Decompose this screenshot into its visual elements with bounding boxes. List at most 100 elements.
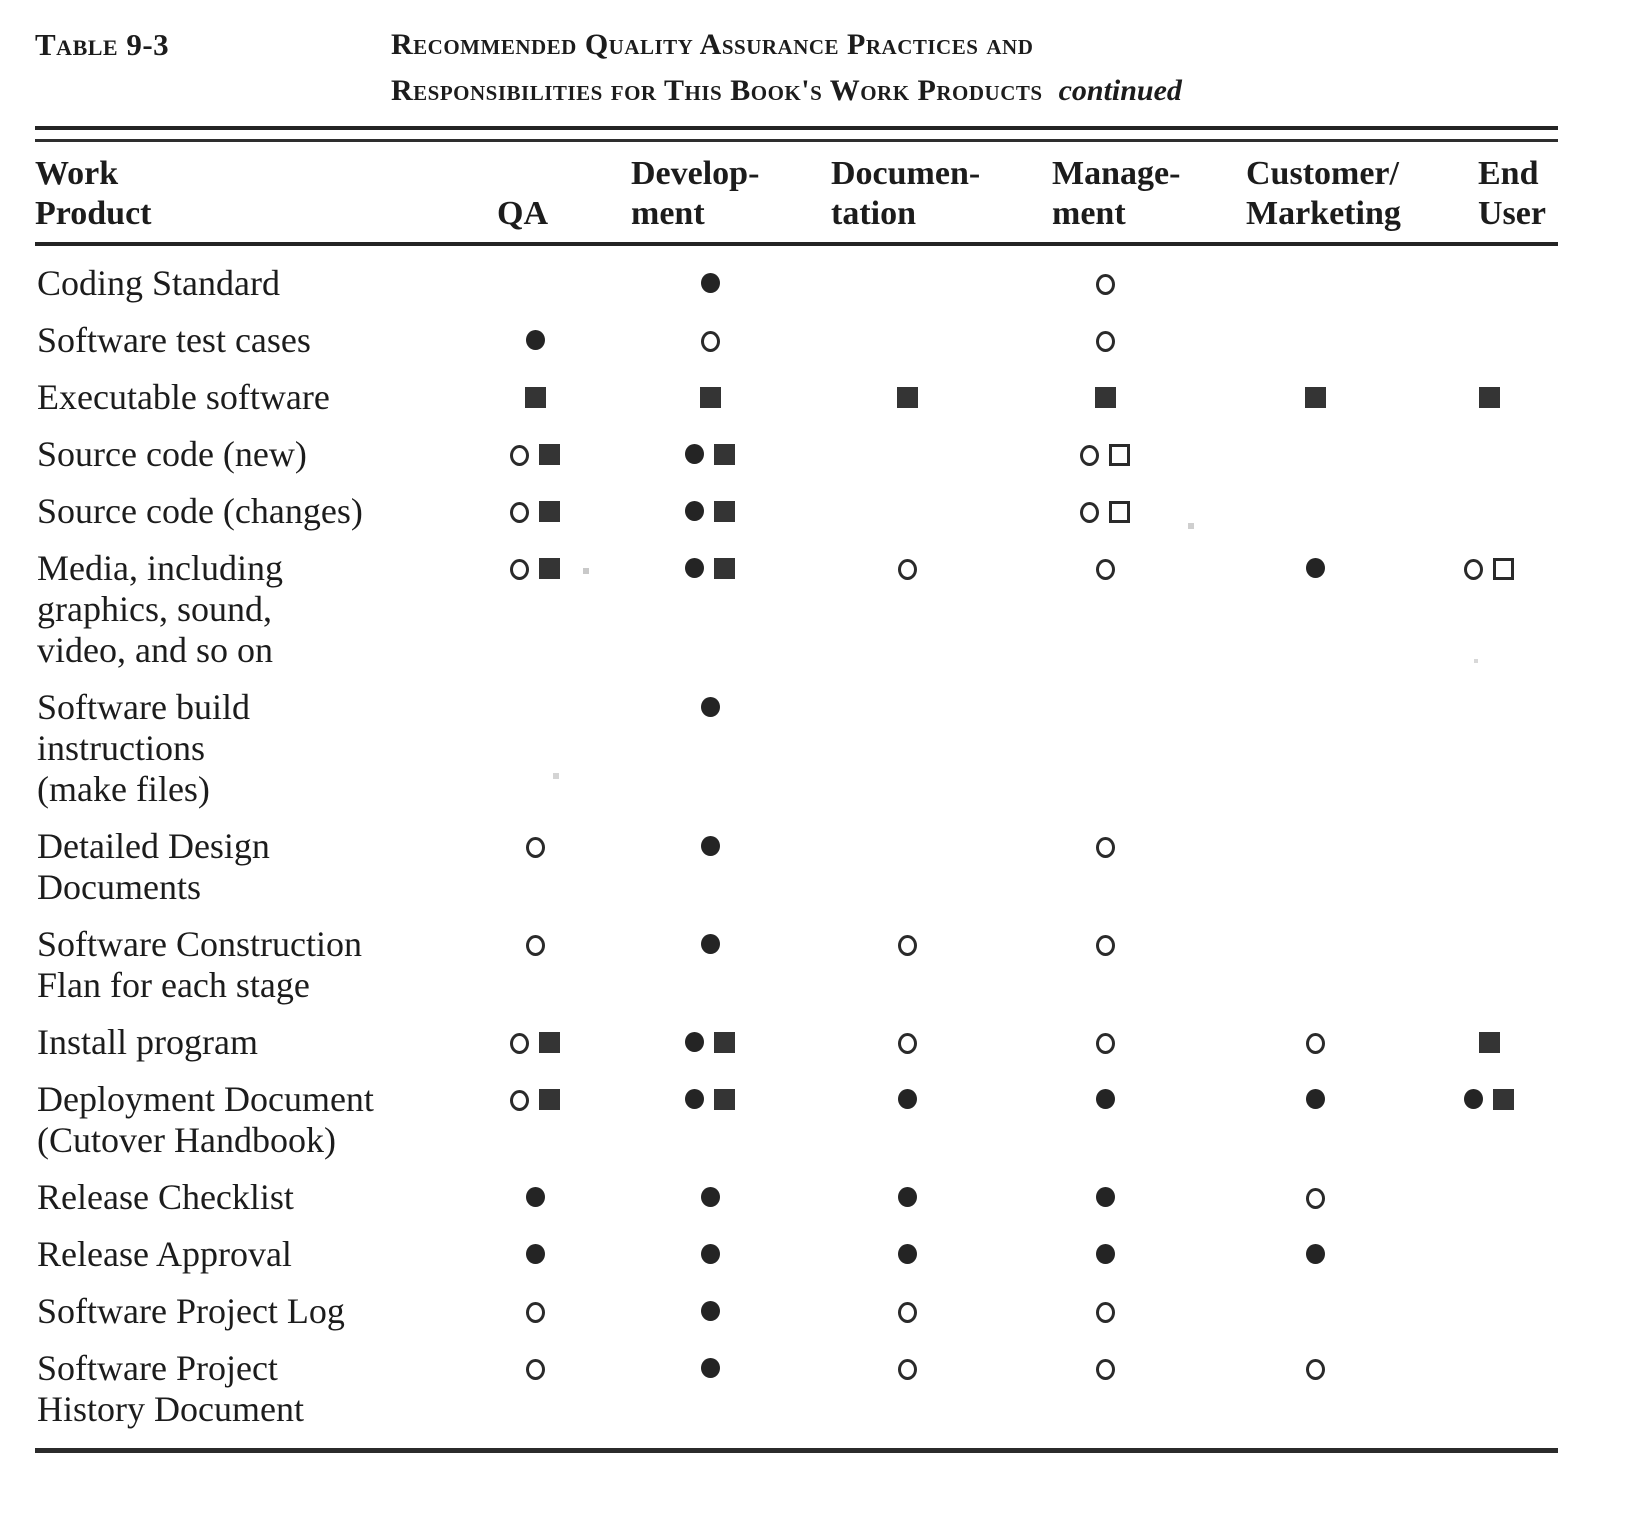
work-product-line: Deployment Document <box>37 1079 374 1119</box>
scanned-book-page: Table 9-3 Recommended Quality Assurance … <box>0 0 1558 1453</box>
table-row: Software Project History Document <box>35 1348 1558 1446</box>
open-circle-icon <box>510 445 529 466</box>
work-product-line: Source code (changes) <box>37 491 363 531</box>
cell-management <box>1000 1234 1210 1291</box>
cell-end-user <box>1420 1022 1558 1079</box>
column-header-development: Develop-ment <box>605 142 815 246</box>
cell-management <box>1000 377 1210 434</box>
open-circle-icon <box>525 837 545 858</box>
cell-management <box>1000 320 1210 377</box>
scan-noise <box>0 0 2 2</box>
open-circle-icon <box>510 1033 529 1054</box>
cell-customer-marketing <box>1210 1234 1420 1291</box>
open-circle-icon <box>510 1090 529 1111</box>
cell-development <box>605 1079 815 1177</box>
cell-qa <box>465 1022 605 1079</box>
open-circle-icon <box>1305 1359 1325 1380</box>
table-title-line-1: Recommended Quality Assurance Practices … <box>391 28 1034 61</box>
work-product-line: Software Construction <box>37 924 362 964</box>
header-line: Customer/ <box>1246 155 1399 192</box>
cell-development <box>605 491 815 548</box>
table-row: Release Approval <box>35 1234 1558 1291</box>
open-circle-icon <box>1095 1033 1115 1054</box>
cell-development <box>605 924 815 1022</box>
header-line: End <box>1478 155 1539 192</box>
cell-qa <box>465 1348 605 1446</box>
filled-circle-icon <box>525 330 545 350</box>
filled-circle-icon <box>685 444 704 464</box>
table-row: Executable software <box>35 377 1558 434</box>
filled-circle-icon <box>700 1358 720 1378</box>
cell-end-user <box>1420 377 1558 434</box>
cell-management <box>1000 687 1210 826</box>
open-circle-icon <box>1305 1188 1325 1209</box>
cell-documentation <box>815 826 1000 924</box>
cell-end-user <box>1420 434 1558 491</box>
cell-management <box>1000 826 1210 924</box>
work-product-line: graphics, sound, <box>37 589 272 629</box>
cell-qa <box>465 826 605 924</box>
filled-circle-icon <box>685 1032 704 1052</box>
open-circle-icon <box>1464 559 1483 580</box>
header-row: Work Product QA Develop-ment Documen-tation M… <box>35 142 1558 246</box>
cell-documentation <box>815 1291 1000 1348</box>
filled-circle-icon <box>700 1244 720 1264</box>
header-line: Manage- <box>1052 155 1181 192</box>
filled-square-icon <box>714 558 735 579</box>
work-product-cell: Media, including graphics, sound, video, a… <box>35 548 465 687</box>
open-circle-icon <box>525 1359 545 1380</box>
cell-management <box>1000 924 1210 1022</box>
table-row: Software build instructions (make files) <box>35 687 1558 826</box>
table-caption: Table 9-3 Recommended Quality Assurance … <box>35 22 1558 114</box>
work-product-line: Release Checklist <box>37 1177 294 1217</box>
column-header-management: Manage-ment <box>1000 142 1210 246</box>
work-product-cell: Release Approval <box>35 1234 465 1291</box>
filled-circle-icon <box>1095 1089 1115 1109</box>
column-header-end-user: End User <box>1420 142 1558 246</box>
work-product-line: History Document <box>37 1389 304 1429</box>
work-product-line: Release Approval <box>37 1234 292 1274</box>
work-product-line: instructions <box>37 728 205 768</box>
work-product-cell: Software Project Log <box>35 1291 465 1348</box>
filled-square-icon <box>1094 387 1116 408</box>
work-product-line: Coding Standard <box>37 263 280 303</box>
header-line: Develop- <box>631 155 760 192</box>
cell-customer-marketing <box>1210 377 1420 434</box>
filled-circle-icon <box>685 1089 704 1109</box>
work-product-line: Source code (new) <box>37 434 307 474</box>
work-product-cell: Release Checklist <box>35 1177 465 1234</box>
work-product-cell: Software Construction Flan for each stage <box>35 924 465 1022</box>
filled-circle-icon <box>700 934 720 954</box>
filled-circle-icon <box>685 501 704 521</box>
cell-qa <box>465 687 605 826</box>
table-row: Software Construction Flan for each stage <box>35 924 1558 1022</box>
open-circle-icon <box>1080 502 1099 523</box>
cell-qa <box>465 1291 605 1348</box>
cell-documentation <box>815 548 1000 687</box>
cell-qa <box>465 377 605 434</box>
table-row: Media, including graphics, sound, video, a… <box>35 548 1558 687</box>
header-line: Marketing <box>1246 195 1401 232</box>
filled-circle-icon <box>700 836 720 856</box>
cell-documentation <box>815 1177 1000 1234</box>
header-line: ment <box>1052 195 1126 232</box>
filled-square-icon <box>714 444 735 465</box>
open-circle-icon <box>898 1302 917 1323</box>
header-line: QA <box>497 195 548 232</box>
table-row: Coding Standard <box>35 244 1558 320</box>
table-row: Install program <box>35 1022 1558 1079</box>
filled-circle-icon <box>898 1089 917 1109</box>
work-product-cell: Deployment Document (Cutover Handbook) <box>35 1079 465 1177</box>
cell-end-user <box>1420 924 1558 1022</box>
cell-management <box>1000 434 1210 491</box>
open-circle-icon <box>1095 1359 1115 1380</box>
table-row: Source code (new) <box>35 434 1558 491</box>
filled-circle-icon <box>1305 1089 1325 1109</box>
cell-end-user <box>1420 320 1558 377</box>
cell-customer-marketing <box>1210 1177 1420 1234</box>
table-number-label: Table 9-3 <box>35 27 170 62</box>
filled-square-icon <box>1304 387 1326 408</box>
column-header-work-product: Work Product <box>35 142 465 246</box>
cell-development <box>605 244 815 320</box>
work-product-cell: Detailed Design Documents <box>35 826 465 924</box>
